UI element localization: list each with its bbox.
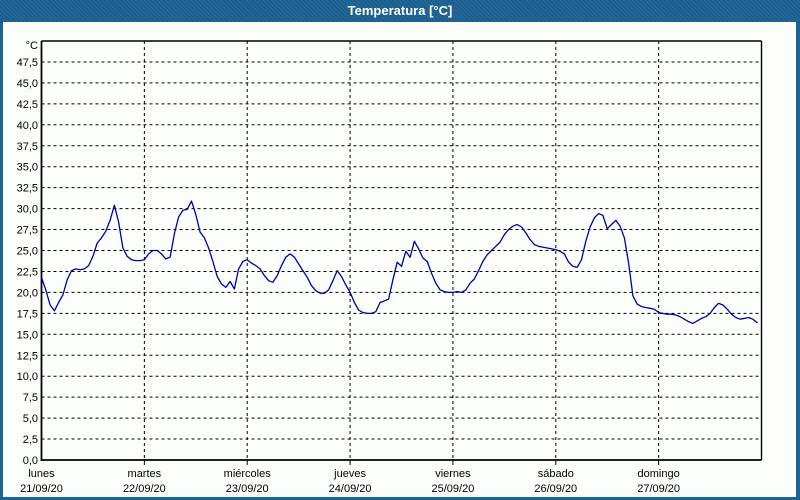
title-bar[interactable]: Temperatura [°C] — [0, 0, 800, 23]
y-tick-label: 32,5 — [17, 183, 38, 195]
x-day-date: 27/09/20 — [637, 483, 680, 495]
y-tick-label: 27,5 — [17, 225, 38, 237]
y-tick-label: 30,0 — [17, 204, 38, 216]
y-tick-label: 37,5 — [17, 141, 38, 153]
x-day-date: 25/09/20 — [432, 483, 475, 495]
y-tick-label: 25,0 — [17, 246, 38, 258]
x-day-date: 21/09/20 — [20, 483, 63, 495]
x-day-name: martes — [128, 468, 162, 480]
x-day-name: lunes — [28, 468, 55, 480]
y-tick-label: 42,5 — [17, 99, 38, 111]
x-day-name: miércoles — [224, 468, 272, 480]
x-day-name: jueves — [333, 468, 366, 480]
chart-panel — [3, 22, 796, 497]
x-day-name: viernes — [435, 468, 471, 480]
y-tick-label: 2,5 — [23, 434, 38, 446]
y-tick-label: 7,5 — [23, 392, 38, 404]
y-tick-label: 22,5 — [17, 266, 38, 278]
y-tick-label: 35,0 — [17, 162, 38, 174]
y-tick-label: 12,5 — [17, 350, 38, 362]
x-day-date: 22/09/20 — [123, 483, 166, 495]
y-tick-label: 10,0 — [17, 371, 38, 383]
y-tick-label: 17,5 — [17, 308, 38, 320]
y-tick-label: 0,0 — [23, 455, 38, 467]
x-day-date: 24/09/20 — [329, 483, 372, 495]
y-tick-label: 40,0 — [17, 120, 38, 132]
y-axis-unit-label: °C — [26, 40, 38, 52]
y-tick-label: 45,0 — [17, 78, 38, 90]
x-day-name: domingo — [638, 468, 680, 480]
y-tick-label: 20,0 — [17, 287, 38, 299]
x-day-name: sábado — [538, 468, 574, 480]
window-title: Temperatura [°C] — [347, 3, 453, 18]
y-tick-label: 5,0 — [23, 413, 38, 425]
x-day-date: 23/09/20 — [226, 483, 269, 495]
temperature-line — [40, 200, 758, 325]
y-tick-label: 15,0 — [17, 329, 38, 341]
x-day-date: 26/09/20 — [534, 483, 577, 495]
y-tick-label: 47,5 — [17, 57, 38, 69]
